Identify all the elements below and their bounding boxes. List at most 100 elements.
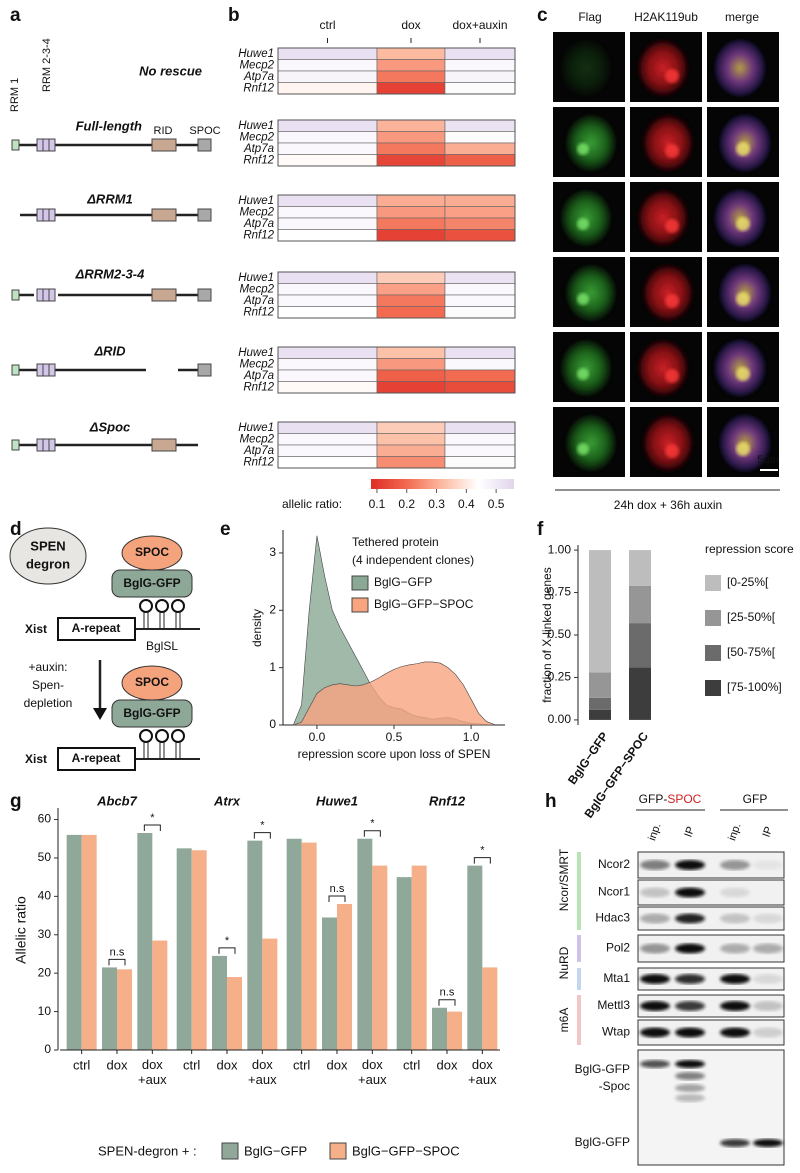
band bbox=[675, 1001, 705, 1011]
heatmap-cell bbox=[376, 358, 446, 371]
blot-row-label: BglG-GFP bbox=[575, 1062, 630, 1076]
rid-domain bbox=[151, 208, 177, 222]
y-tick-label: 0.00 bbox=[548, 712, 572, 726]
band bbox=[640, 943, 670, 954]
x-tick-label: dox +aux bbox=[358, 1057, 387, 1087]
row-label: Atp7a bbox=[243, 445, 274, 457]
column-label: dox+auxin bbox=[452, 18, 507, 32]
domain-label: RRM 2-3-4 bbox=[41, 38, 53, 92]
blot-row-label: Ncor1 bbox=[598, 885, 630, 899]
band bbox=[753, 860, 783, 870]
stem-loop bbox=[155, 729, 169, 743]
row-label: Mecp2 bbox=[239, 206, 274, 218]
colorbar-tick-label: 0.3 bbox=[428, 497, 445, 511]
legend-label: BglG−GFP−SPOC bbox=[352, 1143, 460, 1158]
heatmap-cell bbox=[444, 346, 516, 359]
xist-label: Xist bbox=[25, 622, 47, 636]
heatmap-cell bbox=[376, 229, 446, 242]
subplot-title: Abcb7 bbox=[96, 793, 138, 808]
stem-loop bbox=[155, 599, 169, 613]
rrm234-domain bbox=[48, 208, 56, 222]
x-tick-label: dox bbox=[107, 1057, 128, 1072]
row-label: Huwe1 bbox=[238, 347, 274, 359]
band bbox=[675, 943, 705, 954]
heatmap-cell bbox=[444, 70, 516, 83]
blot-row-label: BglG-GFP bbox=[575, 1135, 630, 1149]
stem-loop bbox=[139, 729, 153, 743]
x-tick-label: 1.0 bbox=[463, 730, 480, 744]
band bbox=[720, 913, 750, 924]
blot-row-label: Ncor2 bbox=[598, 857, 630, 871]
legend-swatch bbox=[705, 575, 721, 591]
heatmap-cell bbox=[444, 369, 516, 382]
legend-label: BglG−GFP bbox=[244, 1143, 307, 1158]
row-label: Mecp2 bbox=[239, 433, 274, 445]
band bbox=[640, 887, 670, 898]
foci bbox=[736, 142, 750, 156]
rrm234-domain bbox=[48, 438, 56, 452]
legend-label: [50-75%[ bbox=[727, 645, 776, 659]
nucleus bbox=[643, 415, 693, 471]
heatmap-cell bbox=[444, 59, 516, 72]
band bbox=[753, 1027, 783, 1038]
heatmap-cell bbox=[277, 82, 378, 95]
row-label: Rnf12 bbox=[243, 456, 274, 468]
heatmap-cell bbox=[277, 381, 378, 394]
band bbox=[675, 1072, 705, 1080]
band bbox=[753, 974, 783, 984]
band bbox=[720, 974, 750, 984]
bar bbox=[81, 834, 97, 1050]
heatmap-cell bbox=[376, 346, 446, 359]
column-header: Flag bbox=[578, 10, 601, 24]
band bbox=[753, 943, 783, 954]
y-tick-label: 1 bbox=[269, 660, 276, 674]
foci bbox=[665, 369, 679, 383]
degron-label: degron bbox=[26, 556, 70, 571]
significance-label: * bbox=[150, 812, 155, 824]
band bbox=[720, 1027, 750, 1038]
band bbox=[675, 887, 705, 898]
caption: 24h dox + 36h auxin bbox=[614, 498, 722, 512]
column-label: ctrl bbox=[320, 18, 336, 32]
bar bbox=[176, 848, 192, 1050]
rrm1-domain bbox=[11, 139, 20, 151]
foci bbox=[665, 294, 679, 308]
group-bar bbox=[577, 995, 581, 1045]
heatmap-cell bbox=[376, 271, 446, 284]
x-tick-label: ctrl bbox=[293, 1057, 310, 1072]
legend-label: BglG−GFP−SPOC bbox=[374, 597, 474, 611]
x-tick-label-line: +aux bbox=[138, 1072, 167, 1087]
bar bbox=[482, 967, 498, 1050]
heatmap-cell bbox=[277, 142, 378, 155]
colorbar-tick-label: 0.5 bbox=[488, 497, 505, 511]
heatmap-cell bbox=[277, 59, 378, 72]
y-tick-label: 40 bbox=[38, 889, 52, 903]
foci bbox=[736, 442, 750, 456]
nucleus bbox=[566, 415, 616, 471]
panel-label: e bbox=[220, 519, 231, 540]
row-label: Mecp2 bbox=[239, 283, 274, 295]
nucleus bbox=[638, 40, 688, 96]
bar-segment bbox=[629, 667, 651, 720]
heatmap-cell bbox=[444, 154, 516, 167]
x-tick-label: dox bbox=[437, 1057, 458, 1072]
legend-title: SPEN-degron + : bbox=[98, 1143, 197, 1158]
panel-label: h bbox=[545, 791, 557, 812]
nucleus bbox=[643, 115, 693, 171]
bar bbox=[191, 850, 207, 1050]
block-border bbox=[277, 421, 516, 469]
column-label: dox bbox=[401, 18, 420, 32]
construct-name: ΔRRM1 bbox=[86, 191, 133, 206]
rrm234-domain bbox=[36, 288, 44, 302]
row-label: Rnf12 bbox=[243, 306, 274, 318]
group-bar bbox=[577, 935, 581, 962]
colorbar-tick-label: 0.4 bbox=[458, 497, 475, 511]
bglg-label: BglG-GFP bbox=[123, 706, 180, 720]
significance-label: n.s bbox=[110, 946, 125, 958]
foci bbox=[665, 144, 679, 158]
foci bbox=[736, 292, 750, 306]
legend-swatch bbox=[705, 610, 721, 626]
legend-swatch bbox=[329, 1142, 347, 1160]
bar bbox=[227, 977, 242, 1050]
bar-segment bbox=[589, 709, 611, 720]
